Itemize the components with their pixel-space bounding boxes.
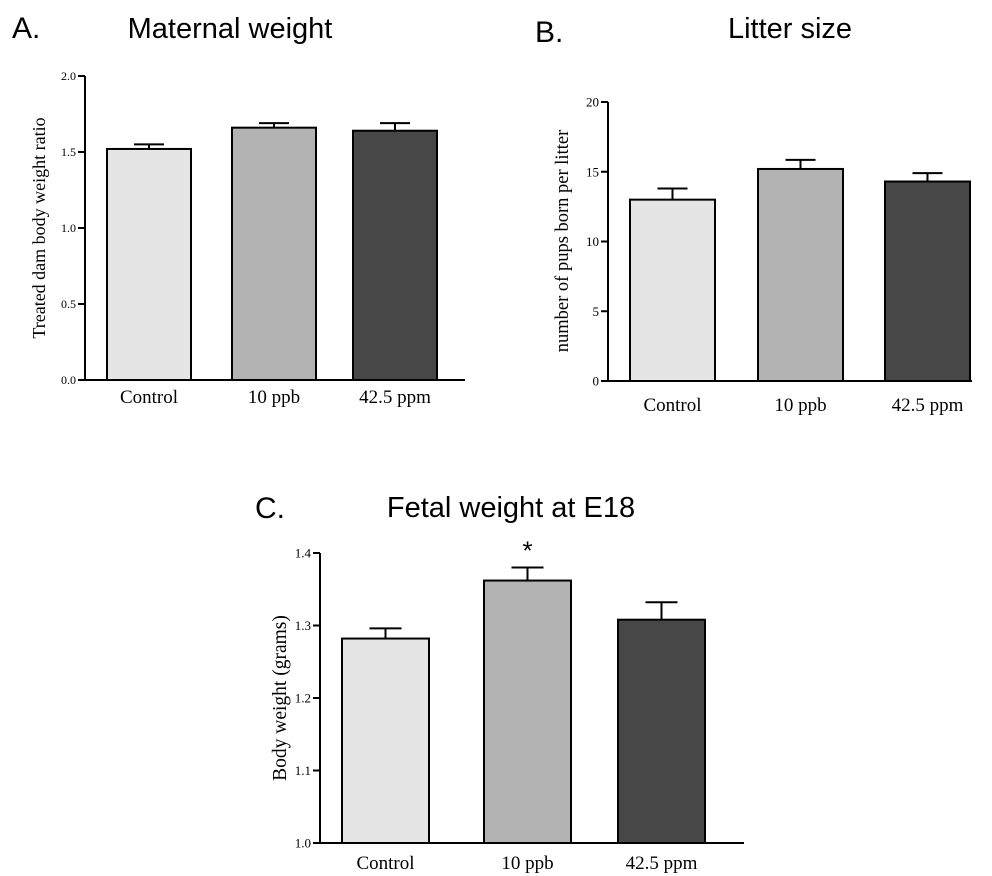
chart-panel-2: C. Fetal weight at E18 Body weight (grams)…: [255, 492, 744, 874]
panel-letter: A.: [12, 12, 40, 45]
chart-title: Maternal weight: [128, 13, 333, 45]
chart-title: Litter size: [728, 13, 852, 45]
y-tick-label: 1.5: [61, 145, 76, 159]
x-tick-label: Control: [120, 387, 178, 408]
y-tick-label: 1.0: [295, 836, 311, 851]
chart-panel-0: A. Maternal weight Treated dam body weight…: [12, 12, 465, 408]
y-tick-label: 0.0: [61, 373, 76, 387]
y-tick-label: 0: [593, 374, 600, 389]
x-tick-label: 42.5 ppm: [359, 387, 431, 408]
panel-letter: B.: [535, 16, 563, 49]
y-tick-label: 1.4: [295, 546, 312, 561]
y-tick-label: 10: [586, 234, 599, 249]
y-tick-label: 15: [586, 164, 599, 179]
x-tick-label: 42.5 ppm: [892, 395, 964, 416]
bar: [341, 637, 430, 844]
bar: [629, 198, 716, 382]
y-tick-label: 20: [586, 95, 599, 110]
x-tick-label: 10 ppb: [774, 395, 826, 416]
y-tick-label: 5: [593, 304, 600, 319]
bar: [884, 180, 971, 382]
y-tick-label: 0.5: [61, 297, 76, 311]
bar: [231, 126, 317, 382]
x-tick-label: 10 ppb: [248, 387, 300, 408]
y-axis-title: Treated dam body weight ratio: [29, 117, 49, 338]
y-tick-label: 2.0: [61, 69, 76, 83]
x-tick-label: 42.5 ppm: [626, 853, 698, 874]
bar: [352, 129, 438, 381]
bar: [757, 167, 844, 382]
chart-title: Fetal weight at E18: [387, 492, 635, 524]
y-axis-title: number of pups born per litter: [553, 130, 573, 352]
y-tick-label: 1.2: [295, 691, 311, 706]
bar: [617, 618, 706, 845]
y-axis-title: Body weight (grams): [270, 615, 291, 781]
x-tick-label: 10 ppb: [501, 853, 553, 874]
y-tick-label: 1.3: [295, 618, 311, 633]
y-tick-label: 1.0: [61, 221, 76, 235]
x-tick-label: Control: [356, 853, 414, 874]
significance-marker: *: [522, 536, 532, 566]
x-tick-label: Control: [643, 395, 701, 416]
bar: [106, 147, 192, 381]
bar: [483, 579, 572, 844]
y-tick-label: 1.1: [295, 763, 311, 778]
chart-panel-1: B. Litter size number of pups born per lit…: [535, 13, 972, 416]
panel-letter: C.: [255, 492, 285, 525]
